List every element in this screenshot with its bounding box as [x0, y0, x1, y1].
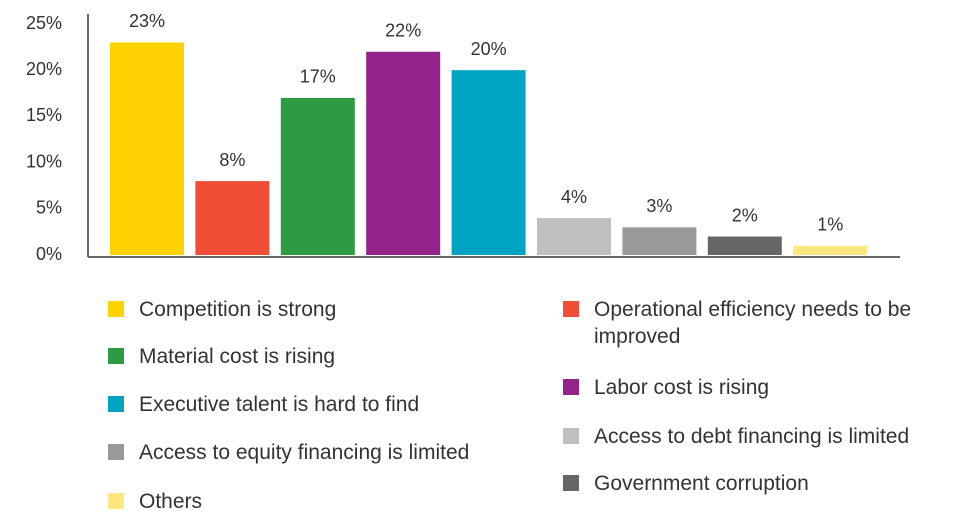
legend-label: Labor cost is rising — [594, 376, 770, 399]
y-tick-label: 25% — [26, 13, 62, 33]
bar — [110, 42, 184, 256]
legend-item: Operational efficiency needs to be impro… — [563, 296, 924, 350]
bar — [451, 70, 526, 255]
data-label: 4% — [561, 187, 587, 207]
legend-swatch — [563, 301, 579, 317]
data-label: 17% — [300, 67, 336, 87]
y-tick-label: 20% — [26, 59, 62, 79]
legend-swatch — [108, 301, 124, 317]
data-label: 8% — [219, 150, 245, 170]
legend-item: Access to debt financing is limited — [563, 423, 979, 450]
chart: 0% 5% 10% 15% 20% 25% 23% 8% 17% 22% 20% 4% 3% 2% 1% — [26, 11, 900, 264]
legend-swatch — [108, 444, 124, 460]
y-tick-label: 10% — [26, 151, 62, 171]
legend-item: Others — [108, 488, 203, 514]
y-tick-label: 15% — [26, 105, 62, 125]
bar — [195, 181, 270, 255]
data-label: 3% — [646, 196, 672, 216]
legend-label: Others — [139, 490, 203, 513]
data-label: 1% — [817, 215, 843, 235]
legend-label: Executive talent is hard to find — [139, 393, 420, 416]
bar — [366, 51, 441, 255]
bar — [793, 245, 868, 255]
legend-swatch — [563, 379, 579, 395]
legend-item: Executive talent is hard to find — [108, 391, 420, 418]
data-label: 23% — [129, 11, 165, 31]
legend-label: Material cost is rising — [139, 345, 336, 368]
legend-label: Government corruption — [594, 472, 809, 495]
legend-item: Material cost is rising — [108, 343, 336, 370]
y-tick-label: 5% — [36, 198, 62, 218]
data-label: 22% — [385, 20, 421, 40]
legend-swatch — [108, 348, 124, 364]
legend-swatch — [563, 428, 579, 444]
legend-item: Competition is strong — [108, 296, 337, 323]
legend-label: Competition is strong — [139, 298, 337, 321]
bar — [537, 218, 611, 255]
legend-item: Access to equity financing is limited — [108, 439, 470, 466]
legend-label: Access to debt financing is limited — [594, 425, 910, 448]
bar — [707, 236, 782, 255]
legend-swatch — [108, 493, 124, 509]
legend-item: Government corruption — [563, 470, 979, 497]
legend-swatch — [108, 396, 124, 412]
bar — [622, 227, 697, 255]
legend-item: Labor cost is rising — [563, 374, 979, 401]
y-tick-label: 0% — [36, 244, 62, 264]
legend-swatch — [563, 475, 579, 491]
data-label: 2% — [732, 205, 758, 225]
legend-label: Operational efficiency needs to be impro… — [594, 298, 912, 348]
bar — [280, 97, 355, 255]
data-label: 20% — [471, 39, 507, 59]
legend-label: Access to equity financing is limited — [139, 441, 470, 464]
